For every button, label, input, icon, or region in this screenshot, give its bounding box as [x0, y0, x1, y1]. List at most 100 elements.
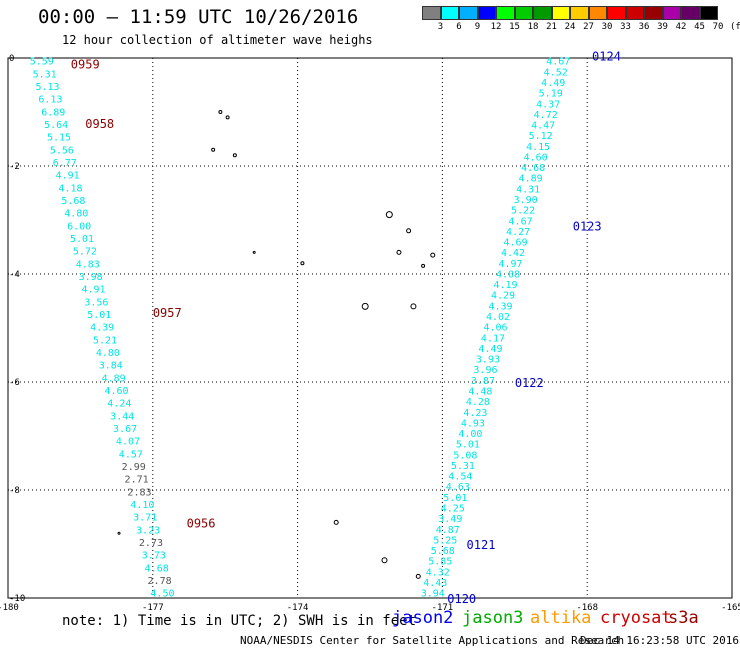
colorbar-label: 9	[474, 22, 481, 32]
footer-timestamp: Dec 14 16:23:58 UTC 2016	[580, 634, 739, 647]
track-value-label: 4.31	[516, 184, 540, 195]
track-value-label: 4.32	[426, 567, 450, 578]
satellite-cryosat: cryosat	[600, 608, 672, 628]
colorbar-swatch	[607, 6, 626, 20]
y-tick-label: -8	[9, 486, 20, 496]
colorbar-label: 45	[694, 22, 705, 32]
time-label: 0122	[515, 376, 544, 390]
satellite-jason2: jason2	[392, 608, 454, 628]
colorbar-swatch	[496, 6, 515, 20]
y-tick-label: -6	[9, 378, 20, 388]
island-outline	[406, 228, 412, 234]
x-tick-label: -171	[432, 603, 454, 613]
track-value-label: 6.89	[41, 107, 65, 118]
island-outline	[218, 110, 223, 114]
page-subtitle: 12 hour collection of altimeter wave hei…	[62, 33, 373, 47]
y-tick-label: -2	[9, 162, 20, 172]
track-value-label: 4.60	[524, 152, 548, 163]
track-value-label: 4.91	[56, 171, 80, 182]
track-value-label: 5.31	[451, 461, 475, 472]
chart-grid	[7, 57, 733, 599]
colorbar-label: 27	[583, 22, 594, 32]
x-tick-label: -180	[0, 603, 19, 613]
track-value-label: 5.22	[511, 206, 535, 217]
track-value-label: 4.43	[423, 578, 447, 589]
island-outline	[381, 557, 388, 564]
time-label: 0956	[187, 516, 216, 530]
colorbar-label: 3	[437, 22, 444, 32]
colorbar-label: 6	[456, 22, 462, 32]
track-value-label: 4.48	[468, 386, 492, 397]
colorbar-label: 21	[546, 22, 557, 32]
track-value-label: 5.01	[443, 493, 467, 504]
track-value-label: 4.49	[541, 78, 565, 89]
satellite-altika: altika	[530, 608, 592, 628]
track-value-label: 4.06	[483, 323, 507, 334]
track-value-label: 4.91	[81, 285, 105, 296]
track-value-label: 4.97	[499, 259, 523, 270]
time-labels: 0959 0958 0957 0956 0124 0123 0122 0121 0120	[71, 49, 621, 606]
colorbar-swatch	[588, 6, 607, 20]
track-value-label: 4.69	[504, 238, 528, 249]
island-outline	[385, 211, 393, 219]
track-value-label: 2.71	[125, 475, 149, 486]
footer-credit: NOAA/NESDIS Center for Satellite Applica…	[240, 634, 625, 647]
track-value-label: 5.08	[453, 450, 477, 461]
colorbar-swatch	[699, 6, 718, 20]
track-value-label: 3.67	[113, 424, 137, 435]
track-value-label: 3.56	[84, 297, 108, 308]
track-value-label: 4.17	[481, 333, 505, 344]
track-value-label: 4.68	[145, 563, 169, 574]
island-outline	[300, 261, 305, 266]
colorbar-swatch	[459, 6, 478, 20]
track-value-label: 4.52	[544, 67, 568, 78]
track-value-label: 5.59	[30, 57, 54, 68]
track-value-label: 2.83	[127, 487, 151, 498]
track-value-label: 4.10	[130, 500, 154, 511]
track-value-label: 4.67	[546, 57, 570, 68]
time-label: 0123	[573, 219, 602, 233]
x-tick-label: -165	[721, 603, 740, 613]
track-value-label: 3.73	[142, 551, 166, 562]
axis-ticks: -180 -177 -174 -171 -168 -165 0 -2 -4 -6 -8 -10	[0, 54, 740, 613]
island-outline	[415, 573, 421, 579]
y-tick-label: -4	[9, 270, 20, 280]
colorbar-label: 33	[620, 22, 631, 32]
colorbar-label: 39	[657, 22, 668, 32]
footer-note: note: 1) Time is in UTC; 2) SWH is in fe…	[62, 613, 417, 629]
track-value-label: 4.80	[96, 348, 120, 359]
colorbar-swatch	[551, 6, 570, 20]
colorbar-unit: (ft)	[730, 22, 740, 32]
track-value-label: 5.56	[50, 145, 74, 156]
track-value-label: 4.49	[478, 344, 502, 355]
track-value-label: 3.71	[133, 513, 157, 524]
colorbar-label: 12	[490, 22, 502, 32]
page-title: 00:00 — 11:59 UTC 10/26/2016	[38, 6, 359, 28]
track-value-label: 4.68	[521, 163, 545, 174]
time-label: 0124	[592, 49, 621, 63]
track-value-label: 4.19	[493, 280, 517, 291]
colorbar-swatch	[662, 6, 681, 20]
track-value-label: 4.54	[448, 472, 472, 483]
colorbar-swatch	[681, 6, 700, 20]
island-outlines	[117, 110, 436, 579]
track-value-label: 3.87	[471, 376, 495, 387]
island-outline	[410, 303, 417, 310]
track-value-label: 3.90	[514, 195, 538, 206]
track-value-label: 3.96	[473, 365, 497, 376]
track-value-label: 4.47	[531, 121, 555, 132]
track-value-label: 4.27	[506, 227, 530, 238]
satellite-s3a: s3a	[668, 608, 699, 628]
time-label: 0959	[71, 57, 100, 71]
track-value-label: 4.50	[150, 589, 174, 600]
track-value-label: 3.49	[438, 514, 462, 525]
track-value-label: 4.24	[107, 399, 131, 410]
colorbar-swatch	[477, 6, 496, 20]
track-value-label: 5.13	[35, 82, 59, 93]
track-value-label: 4.15	[526, 142, 550, 153]
track-value-label: 4.89	[102, 373, 126, 384]
track-value-label: 2.78	[148, 576, 172, 587]
track-value-label: 5.01	[456, 440, 480, 451]
track-value-label: 5.31	[33, 69, 57, 80]
